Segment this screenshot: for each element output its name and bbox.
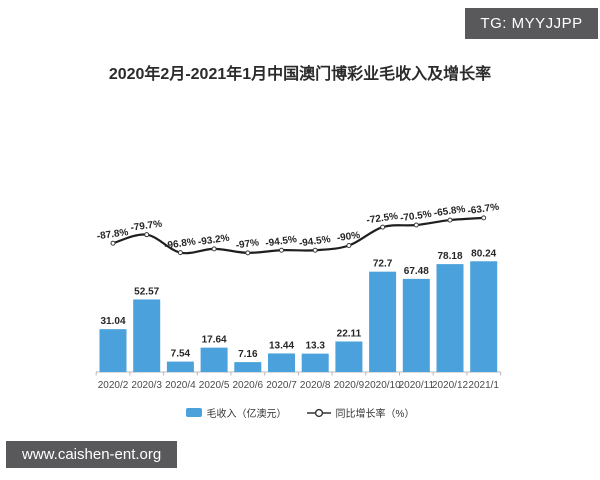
legend-label-revenue: 毛收入（亿澳元） bbox=[206, 409, 287, 420]
x-axis-label: 2020/5 bbox=[199, 380, 230, 391]
telegram-badge-text: TG: MYYJJPP bbox=[480, 15, 583, 32]
watermark: www.caishen-ent.org bbox=[6, 441, 178, 468]
growth-value-label: -94.5% bbox=[265, 234, 298, 249]
bar-value-label: 7.16 bbox=[238, 349, 258, 360]
bar-value-label: 52.57 bbox=[134, 286, 159, 297]
bar-2020/6 bbox=[234, 362, 262, 372]
x-axis-label: 2020/2 bbox=[98, 380, 129, 391]
growth-value-label: -97% bbox=[235, 237, 260, 251]
growth-line-marker bbox=[413, 222, 419, 228]
growth-line-marker bbox=[346, 243, 352, 248]
x-axis-label: 2020/3 bbox=[131, 380, 162, 391]
growth-value-label: -93.2% bbox=[197, 233, 230, 248]
growth-line-marker bbox=[211, 246, 217, 252]
growth-line-marker bbox=[279, 247, 284, 253]
x-axis-label: 2020/4 bbox=[165, 380, 196, 391]
growth-value-label: -90% bbox=[336, 230, 361, 244]
bar-value-label: 13.3 bbox=[305, 341, 325, 352]
bar-2020/3 bbox=[133, 299, 161, 372]
x-axis-label: 2020/12 bbox=[432, 380, 469, 391]
x-axis-label: 2021/1 bbox=[468, 380, 499, 391]
bar-value-label: 67.48 bbox=[404, 266, 429, 277]
bar-value-label: 7.54 bbox=[171, 349, 191, 360]
bar-2020/4 bbox=[166, 361, 194, 372]
bar-2020/7 bbox=[268, 353, 295, 372]
growth-value-label: -79.7% bbox=[130, 219, 163, 234]
growth-line-marker bbox=[144, 232, 150, 238]
bar-value-label: 80.24 bbox=[471, 248, 496, 259]
bar-2021/1 bbox=[470, 261, 498, 372]
bar-2020/8 bbox=[301, 353, 329, 372]
x-axis-label: 2020/7 bbox=[266, 380, 297, 391]
chart-title: 2020年2月-2021年1月中国澳门博彩业毛收入及增长率 bbox=[108, 66, 492, 83]
x-axis-label: 2020/11 bbox=[399, 380, 435, 391]
growth-line-marker bbox=[380, 224, 386, 230]
bar-swatch-icon bbox=[185, 408, 202, 417]
growth-value-label: -63.7% bbox=[467, 202, 500, 217]
x-axis-label: 2020/10 bbox=[365, 380, 402, 391]
legend: 毛收入（亿澳元） 同比增长率（%） bbox=[0, 405, 600, 420]
growth-value-label: -94.5% bbox=[298, 234, 331, 249]
growth-line-marker bbox=[447, 217, 453, 223]
bar-2020/12 bbox=[436, 264, 464, 372]
bar-2020/10 bbox=[369, 271, 397, 372]
growth-value-label: -87.8% bbox=[96, 227, 129, 242]
bar-2020/2 bbox=[99, 329, 127, 372]
bar-value-label: 78.18 bbox=[437, 251, 462, 262]
bar-2020/5 bbox=[200, 347, 228, 372]
bar-2020/9 bbox=[335, 341, 363, 372]
x-axis-label: 2020/8 bbox=[300, 380, 331, 391]
growth-value-label: -70.5% bbox=[399, 209, 432, 224]
growth-line-marker bbox=[312, 247, 318, 253]
growth-line bbox=[111, 216, 485, 255]
growth-line-marker bbox=[245, 250, 251, 256]
growth-value-label: -65.8% bbox=[433, 204, 466, 219]
growth-value-label: -96.8% bbox=[164, 236, 197, 251]
legend-item-growth: 同比增长率（%） bbox=[306, 405, 415, 420]
bar-2020/11 bbox=[402, 278, 430, 372]
bar-value-label: 17.64 bbox=[202, 335, 227, 346]
growth-value-label: -72.5% bbox=[366, 211, 399, 226]
x-axis-label: 2020/6 bbox=[233, 380, 264, 391]
bar-value-label: 13.44 bbox=[269, 340, 294, 351]
line-marker-icon bbox=[306, 408, 331, 417]
bar-value-label: 72.7 bbox=[373, 259, 393, 270]
legend-label-growth: 同比增长率（%） bbox=[335, 409, 415, 420]
bar-value-label: 22.11 bbox=[337, 328, 362, 339]
growth-line-marker bbox=[481, 215, 487, 221]
growth-line-marker bbox=[177, 250, 183, 256]
growth-line-marker bbox=[110, 240, 116, 246]
bar-value-label: 31.04 bbox=[100, 316, 125, 327]
legend-item-revenue: 毛收入（亿澳元） bbox=[185, 405, 287, 420]
x-axis-label: 2020/9 bbox=[334, 380, 365, 391]
telegram-badge: TG: MYYJJPP bbox=[465, 8, 598, 39]
